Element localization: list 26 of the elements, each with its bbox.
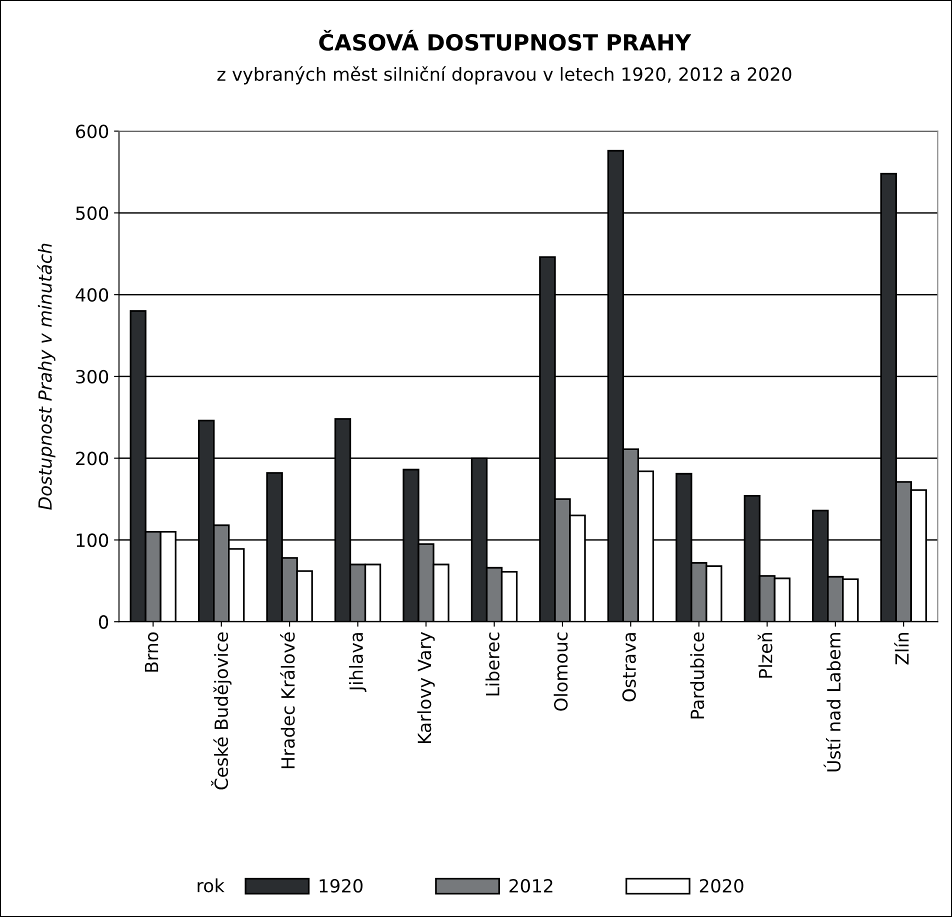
y-tick-label: 500	[76, 206, 108, 220]
y-tick-label: 0	[98, 615, 108, 629]
x-tick-label: České Budějovice	[211, 632, 232, 790]
legend-title: rok	[198, 878, 225, 892]
x-tick-label: Liberec	[486, 632, 500, 696]
x-tick-label: Ústí nad Labem	[824, 632, 841, 772]
chart-title: ČASOVÁ DOSTUPNOST PRAHY	[319, 30, 692, 51]
y-axis-title: Dostupnost Prahy v minutách	[37, 244, 56, 510]
y-tick-label: 400	[76, 288, 108, 302]
chart-subtitle: z vybraných měst silniční dopravou v letech 1920, 2012 a 2020	[217, 66, 792, 84]
x-tick-label: Brno	[144, 632, 158, 672]
x-tick-label: Plzeň	[758, 632, 772, 678]
x-tick-label: Ostrava	[622, 633, 636, 702]
legend-label: 1920	[320, 879, 363, 893]
x-tick-label: Karlovy Vary	[417, 632, 435, 743]
y-tick-label: 300	[76, 370, 108, 384]
y-tick-label: 100	[76, 533, 108, 548]
x-tick-label: Hradec Králové	[280, 632, 295, 768]
legend-label: 2012	[510, 879, 552, 893]
x-tick-label: Olomouc	[554, 632, 568, 711]
y-tick-label: 600	[76, 124, 108, 138]
y-tick-label: 200	[76, 452, 108, 466]
x-tick-label: Zlín	[894, 632, 909, 664]
legend-label: 2020	[700, 879, 744, 893]
x-tick-label: Jihlava	[349, 633, 366, 692]
x-tick-label: Pardubice	[690, 632, 704, 718]
